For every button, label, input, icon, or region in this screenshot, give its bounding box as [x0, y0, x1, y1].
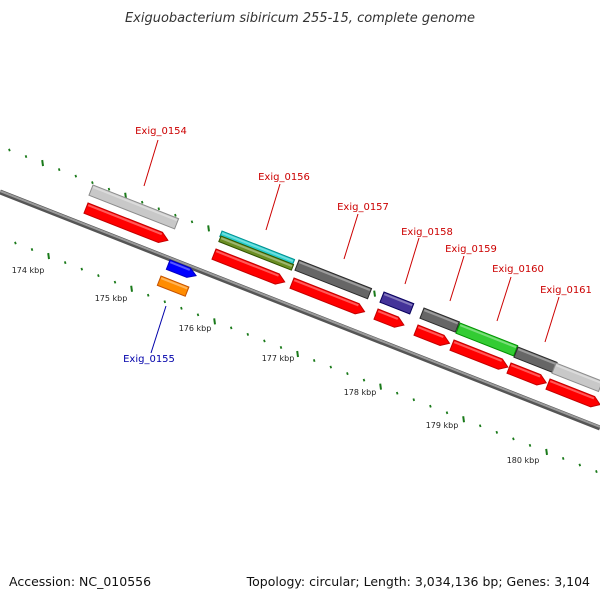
gene-label-exig-0155[interactable]: Exig_0155 [123, 354, 175, 365]
outer-tick [140, 200, 144, 204]
inner-tick [329, 365, 333, 369]
gene-block-exig-0161[interactable] [551, 362, 600, 393]
gene-block-exig-0159a[interactable] [419, 307, 461, 333]
inner-tick [213, 318, 216, 325]
scale-label-174: 174 kbp [12, 266, 45, 275]
inner-tick-row [14, 241, 598, 474]
cds-arrow-exig-0159b[interactable] [449, 339, 510, 372]
gene-label-exig-0157[interactable]: Exig_0157 [337, 202, 389, 213]
scale-label-180: 180 kbp [507, 456, 540, 465]
outer-tick [57, 168, 61, 172]
inner-tick [578, 463, 582, 467]
callout-line-exig-0155 [150, 305, 167, 354]
cds-arrow-exig-0158[interactable] [373, 308, 406, 330]
inner-tick [512, 437, 515, 441]
inner-tick [362, 378, 366, 382]
cds-arrow-exig-0157[interactable] [289, 277, 367, 317]
gene-label-exig-0160[interactable]: Exig_0160 [492, 264, 544, 275]
inner-tick [462, 416, 465, 423]
callout-line-exig-0154 [143, 139, 159, 187]
genome-backbone [0, 189, 600, 431]
inner-tick [47, 252, 50, 260]
cds-arrow-exig-0159a[interactable] [413, 324, 452, 348]
inner-tick [163, 300, 167, 304]
gene-block-exig-0158[interactable] [379, 291, 415, 315]
callout-line-exig-0158 [404, 237, 420, 285]
cds-arrow-exig-0154[interactable] [83, 202, 170, 245]
cds-arrow-exig-0156[interactable] [211, 248, 287, 287]
gene-label-exig-0156[interactable]: Exig_0156 [258, 172, 310, 183]
inner-tick [279, 345, 283, 349]
map-title: Exiguobacterium sibiricum 255-15, comple… [125, 11, 475, 26]
callout-line-exig-0159 [449, 255, 465, 302]
scale-label-178: 178 kbp [344, 388, 377, 397]
gene-label-exig-0161[interactable]: Exig_0161 [540, 285, 592, 296]
inner-tick [130, 285, 133, 292]
scale-label-179: 179 kbp [426, 421, 459, 430]
inner-tick [246, 332, 250, 336]
inner-tick [30, 248, 34, 252]
gene-label-exig-0154[interactable]: Exig_0154 [135, 126, 187, 137]
callout-line-exig-0160 [496, 276, 512, 322]
reverse-gene-exig-0155-orange[interactable] [156, 275, 190, 297]
outer-tick [74, 174, 78, 178]
inner-tick [97, 274, 100, 278]
inner-tick [395, 391, 399, 395]
reverse-gene-exig-0155-blue[interactable] [165, 259, 198, 280]
inner-tick [346, 372, 349, 376]
inner-tick [379, 383, 382, 390]
outer-tick [8, 148, 11, 152]
inner-tick [80, 267, 84, 271]
gene-block-exig-0156-olive[interactable] [218, 235, 295, 271]
outer-tick [207, 225, 210, 232]
scale-label-175: 175 kbp [95, 294, 128, 303]
gene-block-exig-0154[interactable] [88, 184, 180, 230]
inner-tick [63, 261, 67, 265]
inner-tick [545, 448, 548, 456]
gene-label-exig-0158[interactable]: Exig_0158 [401, 227, 453, 238]
inner-tick [229, 326, 233, 330]
callout-line-exig-0157 [343, 213, 359, 260]
inner-tick [263, 339, 266, 343]
accession-text: Accession: NC_010556 [9, 574, 151, 589]
inner-tick [196, 313, 200, 317]
inner-tick [495, 430, 499, 434]
inner-tick [180, 306, 183, 310]
inner-tick [146, 293, 150, 297]
inner-tick [445, 411, 449, 415]
inner-tick [14, 241, 17, 245]
gene-block-exig-0159b[interactable] [455, 322, 519, 357]
feature-track [83, 184, 600, 410]
outer-tick [373, 290, 376, 297]
inner-tick [312, 359, 316, 363]
outer-tick [190, 220, 194, 224]
callout-line-exig-0161 [544, 296, 560, 343]
scale-label-176: 176 kbp [179, 324, 212, 333]
callout-line-exig-0156 [265, 183, 281, 231]
inner-tick [429, 404, 432, 408]
outer-tick [91, 181, 94, 185]
outer-tick [24, 155, 28, 159]
inner-tick [412, 398, 416, 402]
scale-labels: 174 kbp 175 kbp 176 kbp 177 kbp 178 kbp … [12, 266, 540, 465]
outer-tick [174, 213, 177, 217]
outer-tick [107, 187, 111, 191]
inner-tick [528, 443, 532, 447]
gene-callout-lines [143, 139, 560, 354]
genome-summary-text: Topology: circular; Length: 3,034,136 bp… [246, 574, 590, 589]
outer-tick [157, 207, 161, 211]
cds-arrow-exig-0160[interactable] [506, 362, 548, 388]
scale-label-177: 177 kbp [262, 354, 295, 363]
gene-block-exig-0157[interactable] [294, 259, 373, 300]
gene-label-exig-0159[interactable]: Exig_0159 [445, 244, 497, 255]
inner-tick [113, 280, 117, 284]
gene-labels: Exig_0154 Exig_0155 Exig_0156 Exig_0157 … [123, 126, 592, 365]
inner-tick [595, 470, 598, 474]
outer-tick [41, 159, 44, 167]
inner-tick [561, 456, 565, 460]
inner-tick [296, 350, 299, 358]
cds-arrow-exig-0161[interactable] [545, 378, 600, 410]
inner-tick [478, 424, 482, 428]
